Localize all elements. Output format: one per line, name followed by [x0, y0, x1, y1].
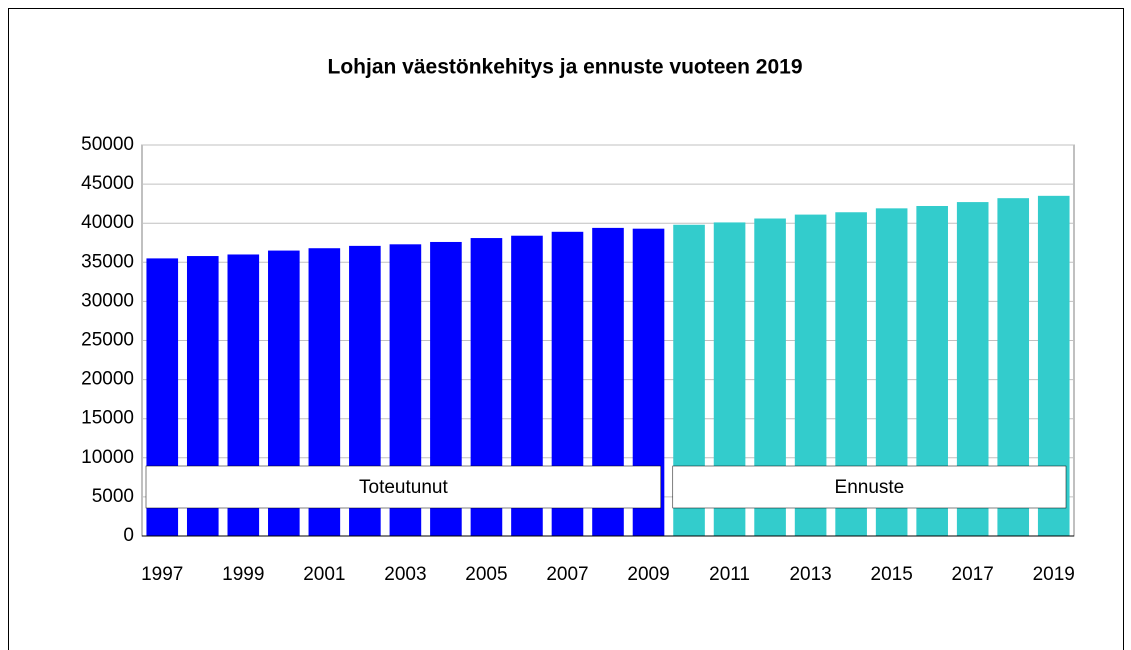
y-tick-label: 45000 [81, 173, 134, 194]
y-tick-label: 25000 [81, 330, 134, 351]
x-tick-label: 2009 [627, 564, 669, 585]
y-tick-label: 20000 [81, 369, 134, 390]
x-tick-label: 2001 [303, 564, 345, 585]
series-label: Toteutunut [359, 477, 448, 498]
x-tick-label: 2005 [465, 564, 507, 585]
x-tick-label: 2013 [789, 564, 831, 585]
x-tick-label: 1997 [141, 564, 183, 585]
y-tick-label: 5000 [92, 486, 134, 507]
x-tick-label: 2019 [1033, 564, 1075, 585]
y-tick-label: 35000 [81, 251, 134, 272]
x-tick-label: 2015 [871, 564, 913, 585]
y-tick-label: 50000 [81, 134, 134, 155]
chart-title: Lohjan väestönkehitys ja ennuste vuoteen… [328, 56, 803, 79]
y-tick-label: 30000 [81, 290, 134, 311]
y-tick-label: 15000 [81, 408, 134, 429]
series-label: Ennuste [835, 477, 905, 498]
series-label-box [145, 465, 662, 509]
y-tick-label: 40000 [81, 212, 134, 233]
x-tick-label: 2017 [952, 564, 994, 585]
x-tick-label: 1999 [222, 564, 264, 585]
y-tick-label: 10000 [81, 447, 134, 468]
x-tick-label: 2011 [709, 564, 750, 585]
x-tick-label: 2003 [384, 564, 426, 585]
series-label-box [672, 465, 1067, 509]
y-tick-label: 0 [123, 525, 134, 546]
x-tick-label: 2007 [546, 564, 588, 585]
